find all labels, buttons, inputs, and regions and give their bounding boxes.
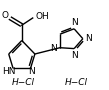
- Text: O: O: [2, 11, 9, 20]
- Text: N: N: [28, 67, 34, 76]
- Text: H−Cl: H−Cl: [11, 78, 34, 87]
- Text: OH: OH: [36, 12, 50, 21]
- Text: N: N: [71, 51, 78, 60]
- Text: H−Cl: H−Cl: [65, 78, 88, 87]
- Text: N: N: [71, 18, 78, 27]
- Text: N: N: [85, 34, 92, 43]
- Text: HN: HN: [2, 67, 16, 76]
- Text: N: N: [50, 44, 57, 53]
